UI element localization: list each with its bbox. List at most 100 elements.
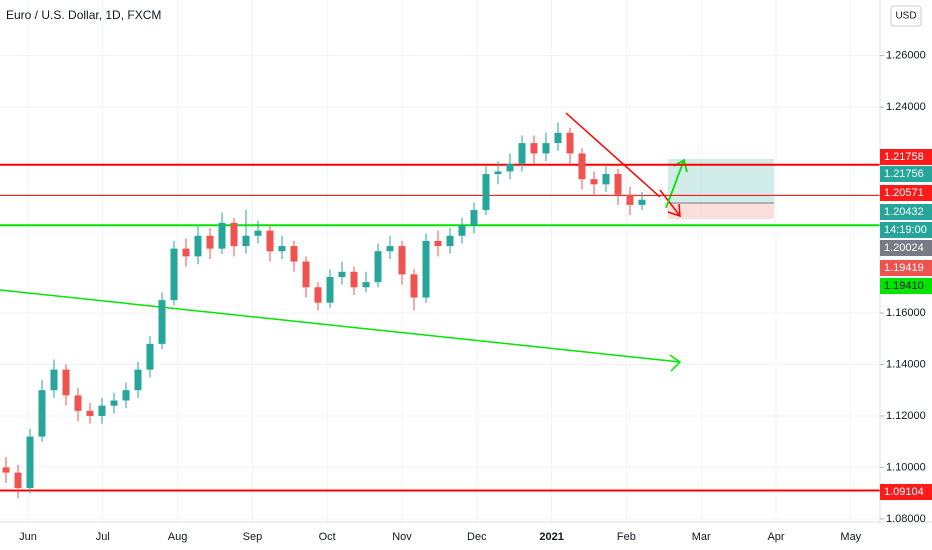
candle-body xyxy=(314,287,322,303)
candle-body xyxy=(578,153,586,180)
loss-zone xyxy=(668,203,774,219)
candle-body xyxy=(122,390,130,401)
candle-body xyxy=(98,405,106,416)
candle-body xyxy=(554,132,562,144)
candle-body xyxy=(530,143,538,154)
price-label: 1.21756 xyxy=(884,168,924,180)
candle-body xyxy=(446,235,454,247)
y-tick-label: 1.24000 xyxy=(886,101,926,113)
candle-body xyxy=(62,369,70,396)
candle-body xyxy=(566,132,574,154)
currency-button[interactable] xyxy=(890,5,922,27)
y-tick-label: 1.12000 xyxy=(886,410,926,422)
x-tick-label: Jun xyxy=(19,531,37,543)
candle-body xyxy=(542,143,550,154)
candle-body xyxy=(2,467,10,473)
arrow-head xyxy=(669,354,682,372)
candle-body xyxy=(470,210,478,226)
price-label: 1.21758 xyxy=(884,151,924,163)
candle-body xyxy=(386,246,394,252)
price-label-box xyxy=(880,278,932,294)
axis: 1.26000 1.24000 1.16000 1.14000 1.12000 1.100… xyxy=(19,50,932,543)
price-label-box xyxy=(880,484,932,500)
candle-body xyxy=(38,390,46,437)
chart-title: Euro / U.S. Dollar, 1D, FXCM xyxy=(6,8,161,22)
candle-body xyxy=(242,235,250,247)
price-label: 1.20571 xyxy=(884,187,924,199)
candle-body xyxy=(614,174,622,195)
trend-line xyxy=(565,112,661,198)
price-label: 1.19410 xyxy=(884,280,924,292)
x-tick-label: Feb xyxy=(617,531,636,543)
price-label: 1.20024 xyxy=(884,242,924,254)
candle-body xyxy=(362,282,370,288)
x-tick-label: Mar xyxy=(692,531,711,543)
price-label: 1.20432 xyxy=(884,206,924,218)
arrow-head xyxy=(667,203,681,218)
price-label-box xyxy=(880,166,932,182)
candle-body xyxy=(302,261,310,288)
x-tick-label: Dec xyxy=(467,531,487,543)
arrow-line xyxy=(659,189,681,217)
x-tick-label: Jul xyxy=(96,531,110,543)
y-tick-label: 1.08000 xyxy=(886,513,926,525)
candle-body xyxy=(86,410,94,416)
candle-body xyxy=(194,235,202,257)
candle-body xyxy=(14,472,22,489)
candle-body xyxy=(278,246,286,252)
x-tick-label: May xyxy=(840,531,861,543)
candle-body xyxy=(626,194,634,205)
candle-body xyxy=(74,395,82,411)
price-label-box xyxy=(880,222,932,238)
candle-body xyxy=(458,225,466,236)
candle-body xyxy=(50,369,58,391)
candle-body xyxy=(374,251,382,283)
y-tick-label: 1.14000 xyxy=(886,358,926,370)
price-label-box xyxy=(880,185,932,201)
candle-body xyxy=(182,248,190,257)
candle-body xyxy=(230,222,238,247)
price-label-box xyxy=(880,149,932,165)
y-tick-label: 1.16000 xyxy=(886,307,926,319)
y-tick-label: 1.26000 xyxy=(886,50,926,62)
grid xyxy=(0,0,880,522)
price-label: 1.19419 xyxy=(884,262,924,274)
candle-body xyxy=(206,235,214,249)
candle-body xyxy=(326,276,334,303)
candle-body xyxy=(410,274,418,298)
candle-body xyxy=(338,271,346,277)
candle-body xyxy=(434,240,442,247)
candle-body xyxy=(506,163,514,172)
price-label-box xyxy=(880,204,932,220)
price-label: 1.09104 xyxy=(884,486,924,498)
candle-body xyxy=(518,143,526,164)
candle-body xyxy=(602,174,610,185)
trend-line xyxy=(0,289,681,363)
candle-body xyxy=(218,222,226,249)
candle-body xyxy=(170,248,178,301)
x-tick-label: Aug xyxy=(168,531,188,543)
candle-body xyxy=(266,230,274,252)
candle-body xyxy=(158,300,166,344)
candle-body xyxy=(482,174,490,211)
price-label: 14:19:00 xyxy=(884,224,927,236)
y-tick-label: 1.10000 xyxy=(886,461,926,473)
x-tick-label: 2021 xyxy=(539,531,563,543)
candle-body xyxy=(494,171,502,174)
candle-body xyxy=(134,369,142,391)
price-label-box xyxy=(880,260,932,276)
x-tick-label: Oct xyxy=(319,531,336,543)
candle-body xyxy=(110,400,118,406)
candle-body xyxy=(254,230,262,236)
plot xyxy=(0,122,880,499)
x-tick-label: Sep xyxy=(243,531,263,543)
currency: USD xyxy=(895,11,916,22)
candle-body xyxy=(146,343,154,370)
candle-body xyxy=(26,436,34,489)
x-tick-label: Nov xyxy=(392,531,412,543)
candle-body xyxy=(590,179,598,185)
candle-body xyxy=(350,271,358,288)
price-label-box xyxy=(880,240,932,256)
